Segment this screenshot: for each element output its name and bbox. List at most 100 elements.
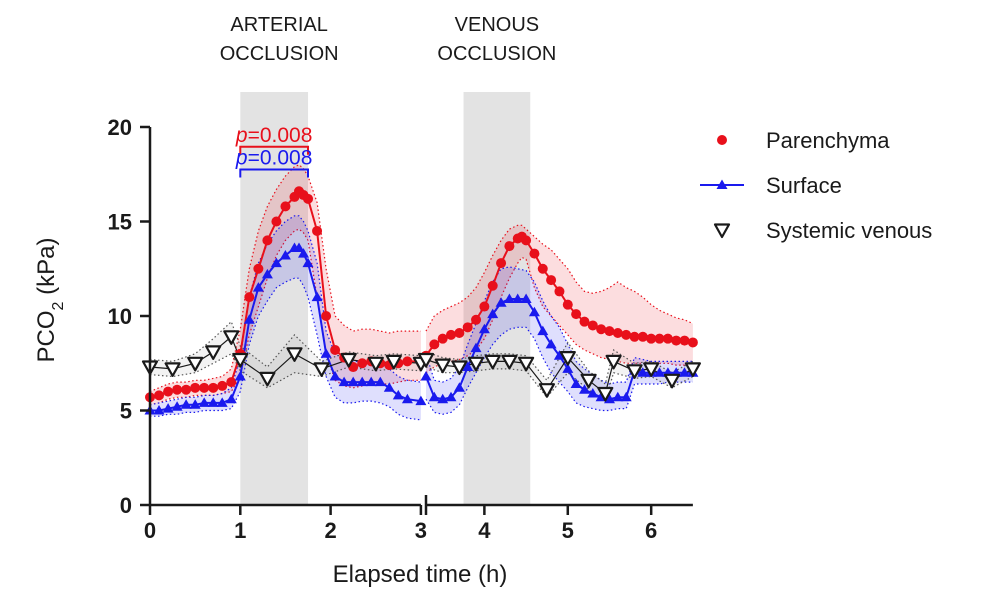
marker-0-1-32 bbox=[679, 335, 690, 346]
marker-1-0-17 bbox=[293, 242, 305, 252]
p-bracket-1 bbox=[239, 168, 309, 178]
marker-1-1-11 bbox=[512, 293, 524, 303]
marker-2-1-1 bbox=[434, 358, 451, 374]
shade-label-0-1: OCCLUSION bbox=[220, 43, 339, 65]
marker-2-1-15 bbox=[684, 362, 702, 377]
p-value-text-1: =0.008 bbox=[248, 147, 313, 170]
marker-1-0-7 bbox=[207, 397, 219, 407]
marker-2-1-5 bbox=[501, 354, 518, 370]
marker-0-1-25 bbox=[621, 329, 632, 340]
marker-1-1-17 bbox=[562, 363, 574, 373]
p-value-0: p=0.008 bbox=[235, 124, 313, 147]
marker-1-0-11 bbox=[243, 314, 255, 324]
marker-0-0-22 bbox=[330, 345, 341, 356]
marker-2-1-3 bbox=[467, 356, 485, 372]
marker-0-0-4 bbox=[181, 384, 192, 395]
marker-2-1-10 bbox=[597, 386, 614, 402]
marker-0-0-3 bbox=[172, 384, 183, 395]
marker-0-1-16 bbox=[546, 275, 557, 286]
marker-1-0-18 bbox=[298, 248, 309, 258]
marker-0-1-7 bbox=[479, 301, 490, 312]
x-tick-label-0-1: 1 bbox=[234, 518, 246, 543]
marker-1-1-15 bbox=[545, 338, 557, 349]
x-tick-label-0-3: 3 bbox=[415, 518, 427, 543]
marker-2-0-3 bbox=[205, 345, 222, 360]
marker-2-1-4 bbox=[484, 354, 501, 370]
marker-2-0-11 bbox=[385, 354, 402, 370]
p-value-symbol-1: p bbox=[235, 147, 248, 170]
marker-0-1-28 bbox=[646, 333, 657, 344]
marker-2-1-0 bbox=[417, 352, 435, 368]
marker-2-1-6 bbox=[517, 356, 535, 372]
band-lower-1-1 bbox=[425, 326, 693, 415]
marker-0-1-22 bbox=[596, 324, 607, 335]
marker-0-1-15 bbox=[537, 263, 548, 274]
marker-1-1-24 bbox=[620, 391, 632, 402]
marker-1-0-4 bbox=[180, 399, 192, 409]
marker-1-1-16 bbox=[553, 350, 565, 360]
marker-0-1-8 bbox=[487, 280, 498, 291]
marker-1-1-3 bbox=[445, 391, 457, 402]
y-tick-label-3: 15 bbox=[108, 210, 132, 235]
marker-1-0-8 bbox=[216, 397, 228, 407]
marker-1-0-15 bbox=[279, 250, 291, 260]
band-2-0 bbox=[150, 321, 421, 388]
marker-1-0-19 bbox=[302, 257, 314, 268]
shade-label-1-1: OCCLUSION bbox=[437, 43, 556, 65]
marker-1-1-31 bbox=[679, 367, 690, 377]
marker-0-1-17 bbox=[554, 286, 565, 297]
marker-0-1-2 bbox=[437, 333, 448, 344]
marker-0-1-14 bbox=[529, 248, 540, 259]
marker-1-0-10 bbox=[234, 371, 246, 381]
marker-1-1-2 bbox=[437, 393, 449, 404]
marker-0-0-6 bbox=[199, 382, 210, 393]
marker-1-1-26 bbox=[637, 367, 649, 377]
marker-2-1-8 bbox=[559, 351, 576, 366]
legend-label-1: Surface bbox=[766, 173, 842, 198]
marker-1-1-7 bbox=[478, 323, 490, 334]
marker-1-1-28 bbox=[654, 367, 665, 377]
p-value-text-0: =0.008 bbox=[248, 124, 313, 147]
marker-1-1-13 bbox=[528, 306, 540, 317]
legend-label-0: Parenchyma bbox=[766, 128, 890, 153]
marker-2-0-7 bbox=[286, 347, 303, 362]
shade-label-1-0: VENOUS bbox=[455, 14, 539, 36]
marker-1-0-22 bbox=[329, 371, 341, 381]
marker-0-0-21 bbox=[321, 311, 332, 321]
x-tick-label-1-1: 5 bbox=[562, 518, 574, 543]
marker-0-0-11 bbox=[244, 292, 255, 303]
marker-2-0-9 bbox=[340, 352, 357, 368]
legend-marker-0 bbox=[717, 135, 727, 145]
marker-0-1-6 bbox=[471, 314, 482, 325]
legend-marker-2 bbox=[713, 223, 731, 239]
marker-1-0-28 bbox=[383, 382, 395, 392]
marker-0-1-24 bbox=[612, 328, 623, 339]
marker-0-0-25 bbox=[357, 358, 368, 369]
band-upper-0-1 bbox=[425, 224, 694, 332]
marker-1-0-13 bbox=[261, 268, 273, 279]
marker-1-1-14 bbox=[537, 325, 549, 336]
marker-1-0-31 bbox=[415, 395, 427, 406]
marker-0-0-30 bbox=[402, 356, 413, 367]
marker-0-1-9 bbox=[496, 258, 507, 269]
y-axis-label-subscript: 2 bbox=[50, 301, 67, 310]
marker-2-0-5 bbox=[232, 352, 249, 368]
marker-1-1-0 bbox=[420, 371, 432, 381]
marker-0-0-19 bbox=[303, 193, 314, 204]
marker-0-0-20 bbox=[312, 225, 323, 236]
marker-0-0-9 bbox=[226, 377, 237, 388]
marker-2-0-10 bbox=[367, 356, 384, 372]
p-value-1: p=0.008 bbox=[235, 147, 313, 170]
y-tick-label-0: 0 bbox=[120, 493, 132, 518]
x-tick-label-1-2: 6 bbox=[645, 518, 657, 543]
marker-1-0-5 bbox=[189, 399, 201, 409]
marker-0-1-18 bbox=[562, 299, 573, 310]
marker-2-1-2 bbox=[451, 360, 468, 376]
x-tick-label-0-2: 2 bbox=[324, 518, 336, 543]
marker-0-1-29 bbox=[654, 333, 665, 344]
marker-1-1-8 bbox=[487, 308, 499, 319]
marker-2-1-12 bbox=[626, 364, 643, 379]
legend-marker-1 bbox=[716, 179, 728, 189]
